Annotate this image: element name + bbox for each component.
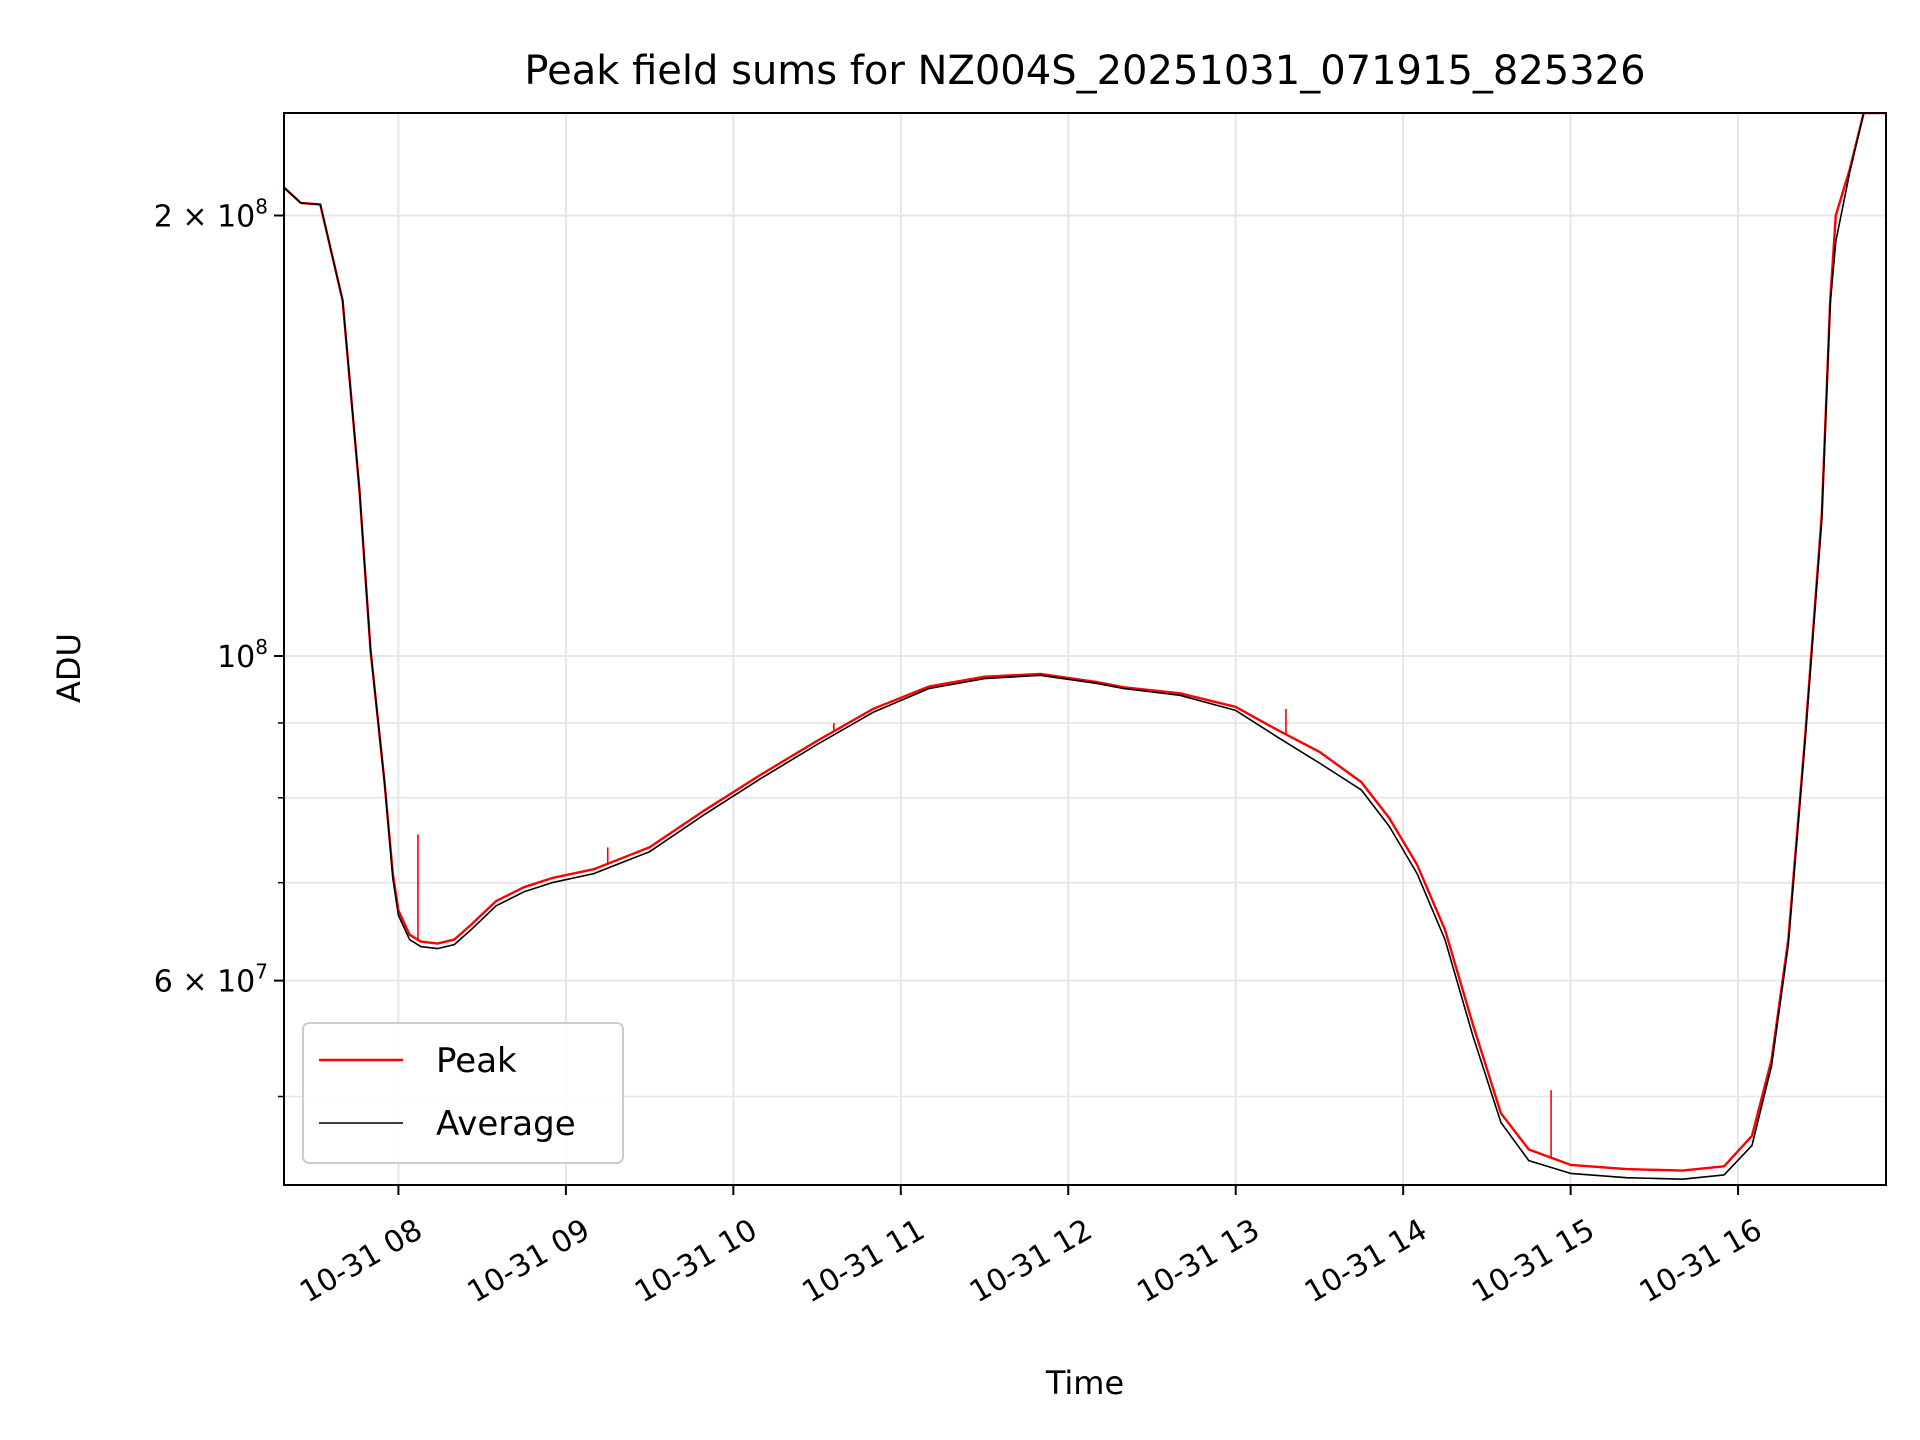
legend-label-peak: Peak <box>436 1041 517 1081</box>
y-tick-label: 2 × 108 <box>154 194 268 234</box>
y-axis-title: ADU <box>50 633 88 703</box>
chart-title: Peak field sums for NZ004S_20251031_0719… <box>524 48 1645 94</box>
legend-label-average: Average <box>436 1104 576 1144</box>
legend: Peak Average <box>302 1022 624 1164</box>
plot-frame <box>283 112 1887 1186</box>
series-group <box>284 113 1886 1180</box>
y-tick-label: 6 × 107 <box>154 960 268 1000</box>
legend-box <box>302 1022 624 1164</box>
x-axis-title: Time <box>1045 1364 1124 1402</box>
y-tick-label: 108 <box>217 635 268 675</box>
series-line-average <box>284 113 1886 1180</box>
grid <box>284 113 1886 1185</box>
series-line-peak <box>284 113 1886 1172</box>
